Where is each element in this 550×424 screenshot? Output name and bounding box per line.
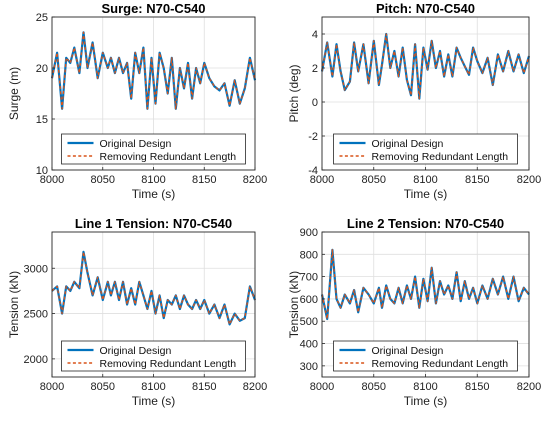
legend-label-original-design: Original Design bbox=[100, 345, 172, 357]
x-tick-label: 8150 bbox=[465, 381, 489, 393]
x-tick-label: 8150 bbox=[192, 174, 216, 186]
series-line-removing-redundant-length bbox=[51, 31, 256, 110]
y-tick-label: -2 bbox=[308, 131, 318, 143]
y-tick-label: 25 bbox=[36, 12, 48, 24]
x-tick-label: 8000 bbox=[40, 381, 64, 393]
y-tick-label: 400 bbox=[300, 339, 318, 351]
series-line-removing-redundant-length bbox=[321, 249, 530, 320]
legend-box bbox=[333, 133, 518, 165]
x-tick-label: 8050 bbox=[362, 174, 386, 186]
y-tick-label: 600 bbox=[300, 294, 318, 306]
y-tick-label: 4 bbox=[312, 29, 318, 41]
legend-label-original-design: Original Design bbox=[372, 138, 444, 150]
y-tick-label: 900 bbox=[300, 227, 318, 239]
x-tick-label: 8050 bbox=[91, 381, 115, 393]
y-tick-label: 0 bbox=[312, 97, 318, 109]
x-axis-label: Time (s) bbox=[132, 187, 176, 201]
chart-panel-4: 8000 8050 8100 8150 8200 300 400 500 600 700 800 90… bbox=[287, 216, 541, 408]
legend-box bbox=[61, 340, 246, 372]
y-axis-label: Tension (kN) bbox=[7, 271, 21, 338]
y-tick-label: 700 bbox=[300, 272, 318, 284]
x-tick-label: 8200 bbox=[243, 174, 267, 186]
x-tick-label: 8050 bbox=[362, 381, 386, 393]
series-line-removing-redundant-length bbox=[51, 251, 256, 326]
x-tick-label: 8100 bbox=[413, 381, 437, 393]
x-tick-label: 8100 bbox=[141, 381, 165, 393]
x-tick-label: 8200 bbox=[243, 381, 267, 393]
chart-panel-1: 8000 8050 8100 8150 8200 10 15 20 25 Surge: N70-C… bbox=[7, 1, 267, 201]
y-axis-label: Tension (kN) bbox=[287, 271, 301, 338]
y-tick-label: 2 bbox=[312, 63, 318, 75]
series-line-removing-redundant-length bbox=[321, 33, 530, 100]
chart-panel-3: 8000 8050 8100 8150 8200 2000 2500 3000 Line 1 T… bbox=[7, 216, 267, 408]
chart-panel-2: 8000 8050 8100 8150 8200 -4 -2 0 2 4 Pitch: N70-C5… bbox=[287, 1, 541, 201]
y-tick-label: 10 bbox=[36, 165, 48, 177]
legend-label-original-design: Original Design bbox=[372, 345, 444, 357]
legend-label-removing-redundant-length: Removing Redundant Length bbox=[372, 151, 509, 163]
x-tick-label: 8050 bbox=[91, 174, 115, 186]
legend-box bbox=[333, 340, 518, 372]
legend-label-removing-redundant-length: Removing Redundant Length bbox=[100, 151, 237, 163]
x-tick-label: 8000 bbox=[40, 174, 64, 186]
y-tick-label: 3000 bbox=[24, 263, 48, 275]
x-axis-label: Time (s) bbox=[404, 187, 448, 201]
x-tick-label: 8000 bbox=[310, 381, 334, 393]
x-tick-label: 8000 bbox=[310, 174, 334, 186]
chart-title: Surge: N70-C540 bbox=[101, 1, 205, 16]
x-tick-label: 8200 bbox=[517, 381, 541, 393]
y-tick-label: 500 bbox=[300, 316, 318, 328]
x-tick-label: 8100 bbox=[141, 174, 165, 186]
y-tick-label: 20 bbox=[36, 63, 48, 75]
x-axis-label: Time (s) bbox=[132, 394, 176, 408]
chart-title: Pitch: N70-C540 bbox=[376, 1, 475, 16]
chart-title: Line 2 Tension: N70-C540 bbox=[347, 216, 504, 231]
y-tick-label: 800 bbox=[300, 249, 318, 261]
chart-title: Line 1 Tension: N70-C540 bbox=[75, 216, 232, 231]
legend-label-removing-redundant-length: Removing Redundant Length bbox=[100, 358, 237, 370]
legend-box bbox=[61, 133, 246, 165]
x-tick-label: 8150 bbox=[192, 381, 216, 393]
x-tick-label: 8150 bbox=[465, 174, 489, 186]
y-tick-label: 15 bbox=[36, 114, 48, 126]
y-axis-label: Pitch (deg) bbox=[287, 64, 301, 122]
legend-label-original-design: Original Design bbox=[100, 138, 172, 150]
y-tick-label: 2000 bbox=[24, 354, 48, 366]
y-tick-label: 2500 bbox=[24, 309, 48, 321]
y-axis-label: Surge (m) bbox=[7, 67, 21, 120]
y-tick-label: 300 bbox=[300, 361, 318, 373]
y-tick-label: -4 bbox=[308, 165, 318, 177]
x-tick-label: 8200 bbox=[517, 174, 541, 186]
legend-label-removing-redundant-length: Removing Redundant Length bbox=[372, 358, 509, 370]
x-axis-label: Time (s) bbox=[404, 394, 448, 408]
x-tick-label: 8100 bbox=[413, 174, 437, 186]
